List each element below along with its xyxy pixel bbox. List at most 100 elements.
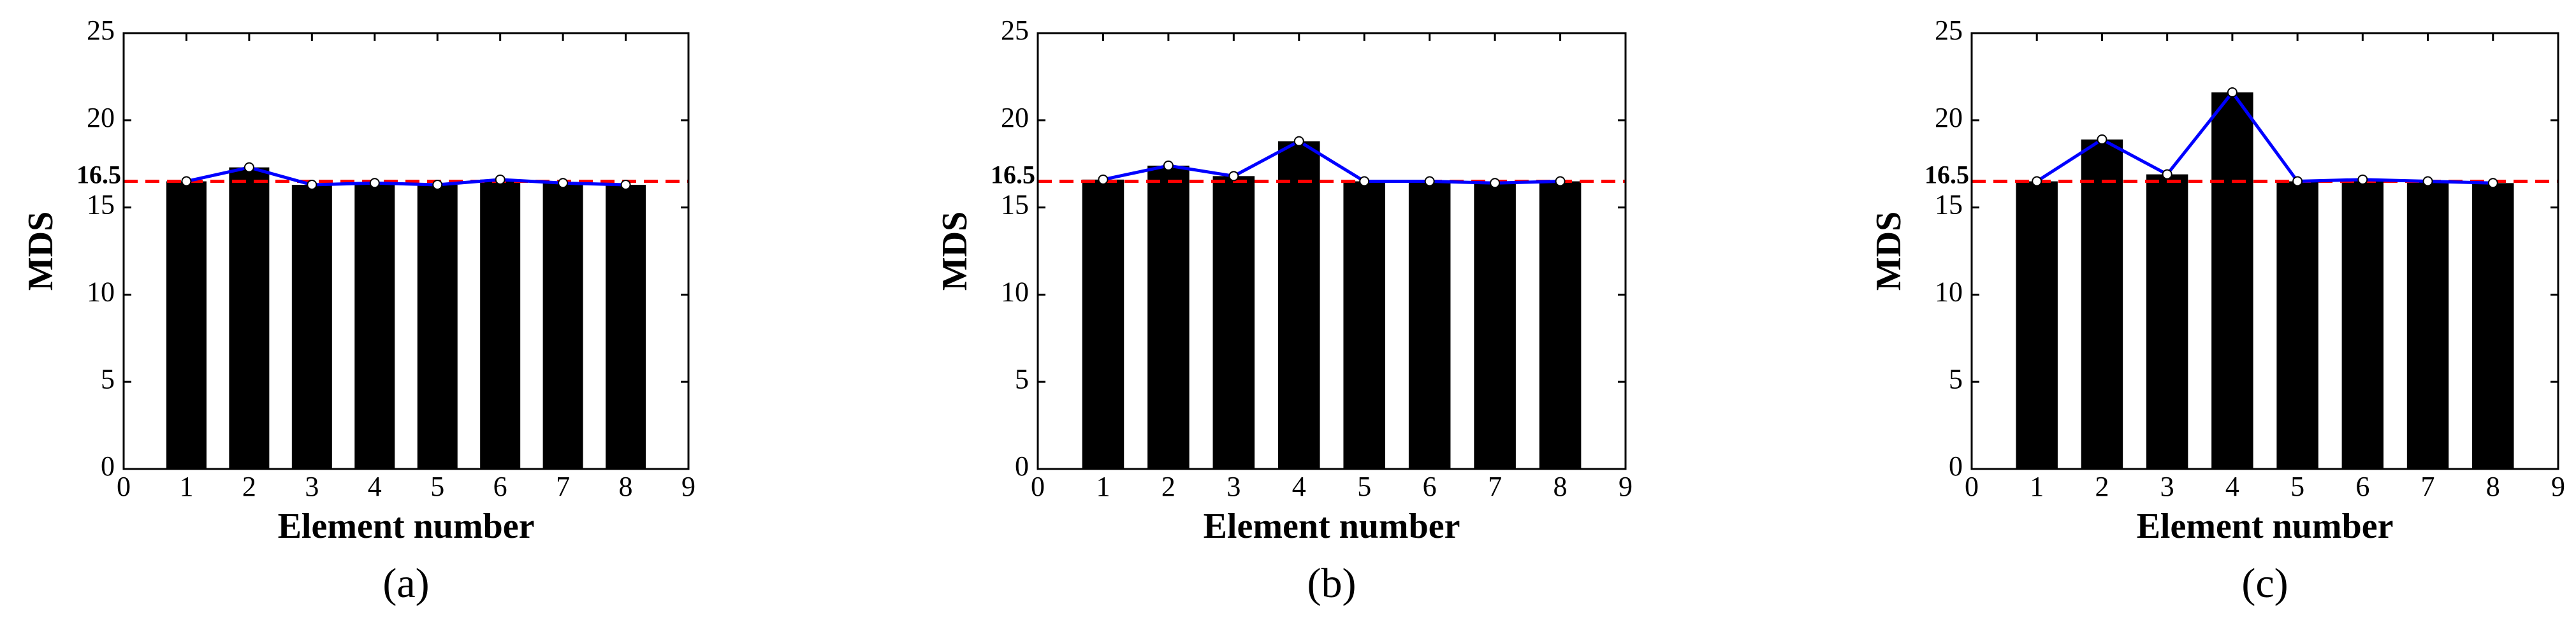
marker (244, 162, 254, 173)
x-tick-label: 1 (2030, 471, 2044, 502)
y-tick-label: 10 (1935, 276, 1963, 307)
bar (1082, 179, 1124, 469)
marker (369, 178, 380, 189)
x-tick-label: 7 (556, 471, 570, 502)
x-tick-label: 6 (1423, 471, 1437, 502)
threshold-label: 16.5 (76, 161, 121, 189)
plot-frame (1970, 32, 2559, 470)
marker (558, 178, 569, 189)
x-tick-label: 1 (1096, 471, 1110, 502)
x-tick-label: 7 (2421, 471, 2435, 502)
x-tick-label: 2 (1161, 471, 1175, 502)
marker (1490, 178, 1501, 189)
bar (1343, 181, 1386, 469)
marker (432, 180, 443, 191)
x-tick-label: 8 (1554, 471, 1568, 502)
marker (1555, 176, 1566, 187)
x-tick-label: 3 (1226, 471, 1241, 502)
threshold-label: 16.5 (1925, 161, 1969, 189)
threshold-label: 16.5 (991, 161, 1035, 189)
x-tick-label: 9 (2551, 471, 2565, 502)
mds-line (2035, 89, 2493, 185)
caption: (a) (382, 560, 429, 607)
marker (1359, 176, 1370, 187)
x-tick-label: 3 (2160, 471, 2174, 502)
x-tick-label: 6 (493, 471, 507, 502)
caption: (b) (1307, 560, 1357, 607)
x-tick-label: 6 (2355, 471, 2369, 502)
marker (1163, 160, 1174, 171)
x-tick-label: 9 (1619, 471, 1633, 502)
y-axis-label: MDS (21, 212, 61, 291)
y-tick-label: 0 (1015, 450, 1029, 482)
marker (1098, 174, 1109, 185)
x-tick-label: 4 (2225, 471, 2239, 502)
bar (1212, 176, 1255, 469)
x-axis-label: Element number (1204, 507, 1460, 546)
y-tick-label: 20 (87, 102, 115, 133)
marker (2487, 178, 2498, 189)
marker (2227, 87, 2238, 98)
bar (1474, 183, 1516, 469)
marker (2032, 176, 2042, 187)
bar (166, 181, 207, 469)
x-tick-label: 4 (368, 471, 382, 502)
y-axis-label: MDS (935, 212, 975, 291)
x-tick-label: 2 (2095, 471, 2109, 502)
marker (2162, 169, 2172, 180)
x-tick-label: 7 (1488, 471, 1502, 502)
x-tick-label: 9 (681, 471, 695, 502)
marker (2357, 174, 2368, 185)
marker (307, 180, 317, 191)
x-tick-label: 5 (2290, 471, 2304, 502)
y-tick-label: 20 (1001, 102, 1029, 133)
x-axis-label: Element number (2137, 507, 2394, 546)
marker (620, 180, 631, 191)
bar (1408, 181, 1451, 469)
bar (2081, 139, 2123, 469)
marker (2097, 134, 2107, 145)
mds-line (1102, 139, 1561, 185)
bar (2472, 183, 2514, 469)
bar (291, 185, 332, 469)
y-tick-label: 0 (1949, 450, 1963, 482)
y-tick-label: 5 (1949, 363, 1963, 394)
bar (1277, 141, 1320, 469)
bar (2406, 181, 2449, 469)
y-tick-label: 25 (1935, 15, 1963, 46)
y-tick-label: 0 (101, 450, 115, 482)
mds-line (186, 166, 626, 187)
y-tick-label: 25 (87, 15, 115, 46)
bar (1147, 165, 1190, 469)
x-tick-label: 1 (179, 471, 193, 502)
y-tick-label: 15 (1935, 189, 1963, 220)
bar (354, 183, 395, 469)
marker (2292, 176, 2303, 187)
x-tick-label: 0 (1031, 471, 1045, 502)
x-tick-label: 5 (1357, 471, 1371, 502)
x-tick-label: 3 (305, 471, 319, 502)
bar (1539, 181, 1582, 469)
bar (2341, 179, 2384, 469)
y-tick-label: 10 (1001, 276, 1029, 307)
y-tick-label: 10 (87, 276, 115, 307)
x-tick-label: 8 (2486, 471, 2500, 502)
plot-frame (1037, 32, 1627, 470)
x-tick-label: 0 (117, 471, 131, 502)
bar (480, 179, 521, 469)
marker (1424, 176, 1435, 187)
y-tick-label: 15 (87, 189, 115, 220)
marker (1293, 136, 1304, 147)
y-tick-label: 5 (101, 363, 115, 394)
bar (2276, 181, 2318, 469)
plot-frame (122, 32, 690, 470)
bar (229, 167, 270, 469)
y-axis-label: MDS (1869, 212, 1909, 291)
y-tick-label: 15 (1001, 189, 1029, 220)
bar (2016, 181, 2058, 469)
y-tick-label: 5 (1015, 363, 1029, 394)
x-tick-label: 4 (1292, 471, 1306, 502)
bar (2146, 174, 2188, 469)
y-tick-label: 20 (1935, 102, 1963, 133)
